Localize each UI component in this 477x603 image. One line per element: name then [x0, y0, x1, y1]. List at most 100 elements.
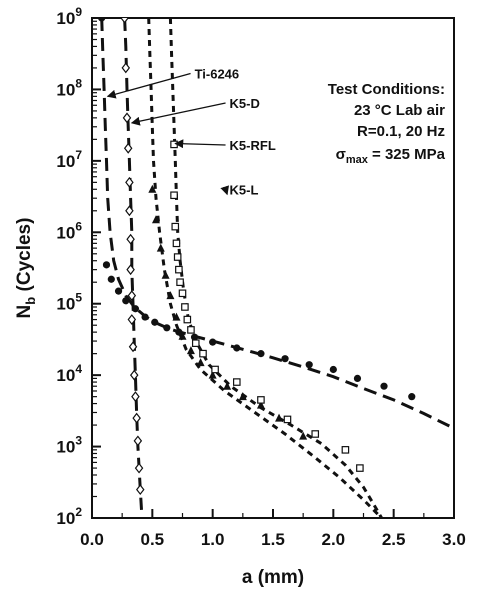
y-tick-label: 102	[56, 505, 82, 528]
point-k5-rfl	[186, 346, 195, 355]
y-tick-exponent: 5	[75, 291, 82, 305]
label-k5-d: K5-D	[230, 96, 260, 111]
curve-k5-rfl	[147, 18, 383, 518]
conditions-sigma-sub: max	[346, 154, 369, 166]
y-axis-title: Nb (Cycles)	[14, 218, 38, 319]
point-k5-l	[170, 140, 178, 149]
y-tick-mantissa: 10	[56, 295, 75, 314]
y-tick-label: 108	[56, 76, 82, 99]
x-axis-ticks: 0.0 0.5 1.0 1.5 2.0 2.5 3.0	[80, 509, 466, 549]
point-ti-6246	[98, 18, 106, 22]
point-k5-rfl	[196, 358, 205, 367]
point-ti-6246	[107, 275, 115, 283]
point-ti-6246	[329, 365, 337, 374]
point-k5-l	[311, 430, 320, 438]
conditions-sigma: σ	[336, 146, 346, 163]
y-tick-exponent: 4	[75, 362, 82, 376]
test-conditions-box: Test Conditions: 23 °C Lab air R=0.1, 20…	[328, 81, 446, 166]
series-annotations: Ti-6246 K5-D K5-RFL K5-L	[106, 67, 276, 197]
x-tick-label: 1.0	[201, 530, 225, 549]
conditions-title: Test Conditions:	[328, 81, 445, 98]
y-tick-exponent: 7	[75, 148, 82, 162]
arrow-k5-rfl	[174, 139, 226, 149]
y-tick-mantissa: 10	[56, 509, 75, 528]
x-tick-label: 1.5	[261, 530, 285, 549]
y-tick-mantissa: 10	[56, 80, 75, 99]
point-ti-6246	[175, 328, 183, 336]
y-tick-mantissa: 10	[56, 152, 75, 171]
point-k5-d	[131, 391, 140, 403]
y-tick-mantissa: 10	[56, 223, 75, 242]
point-ti-6246	[163, 324, 171, 332]
point-k5-d	[120, 18, 129, 24]
point-k5-rfl	[223, 381, 232, 390]
point-k5-l	[176, 278, 184, 287]
y-tick-exponent: 3	[75, 434, 82, 448]
curve-k5-l	[168, 18, 383, 518]
point-k5-d	[125, 205, 134, 217]
point-k5-d	[121, 62, 131, 74]
point-k5-d	[133, 435, 143, 447]
y-tick-exponent: 6	[75, 219, 82, 233]
point-k5-l	[356, 464, 364, 472]
point-ti-6246	[209, 338, 217, 346]
point-k5-rfl	[172, 312, 181, 321]
label-ti-6246: Ti-6246	[195, 67, 240, 82]
point-ti-6246	[102, 261, 111, 269]
curve-ti-6246	[100, 18, 454, 430]
y-tick-label: 109	[56, 5, 82, 28]
conditions-stress: = 325 MPa	[368, 146, 446, 163]
conditions-line-3: σmax = 325 MPa	[336, 146, 446, 166]
point-k5-l	[183, 315, 192, 324]
point-k5-rfl	[238, 392, 247, 401]
conditions-line-1: 23 °C Lab air	[354, 102, 445, 119]
point-k5-l	[178, 289, 187, 298]
point-k5-rfl	[256, 400, 265, 409]
y-tick-label: 103	[56, 434, 82, 457]
y-tick-label: 104	[56, 362, 82, 385]
arrow-ti-6246	[106, 72, 191, 99]
point-k5-l	[170, 191, 178, 200]
label-k5-l: K5-L	[230, 182, 259, 197]
point-k5-l	[181, 303, 189, 311]
point-k5-d	[123, 142, 133, 154]
point-k5-rfl	[208, 370, 217, 379]
arrow-k5-d	[130, 102, 226, 126]
y-tick-label: 106	[56, 219, 82, 242]
y-tick-mantissa: 10	[56, 366, 75, 385]
point-k5-rfl	[151, 215, 160, 224]
y-tick-label: 105	[56, 291, 82, 314]
y-tick-exponent: 8	[75, 76, 82, 90]
curve-k5-d	[123, 18, 143, 510]
point-k5-l	[171, 222, 180, 231]
label-k5-rfl: K5-RFL	[230, 138, 276, 153]
x-tick-label: 0.0	[80, 530, 104, 549]
x-tick-label: 0.5	[141, 530, 165, 549]
y-axis-title-rest: (Cycles)	[14, 218, 35, 297]
point-k5-d	[122, 112, 132, 124]
point-k5-l	[341, 446, 350, 454]
x-tick-label: 2.5	[382, 530, 406, 549]
point-k5-l	[173, 253, 182, 261]
point-ti-6246	[257, 350, 265, 358]
point-ti-6246	[353, 374, 362, 383]
point-k5-d	[127, 290, 137, 302]
point-k5-l	[175, 265, 183, 274]
point-k5-l	[191, 339, 200, 348]
point-ti-6246	[408, 393, 416, 401]
point-k5-rfl	[178, 331, 187, 340]
point-k5-rfl	[299, 431, 308, 440]
point-k5-d	[129, 369, 139, 381]
x-tick-label: 2.0	[322, 530, 346, 549]
point-ti-6246	[151, 318, 159, 326]
x-axis-title: a (mm)	[242, 567, 304, 588]
point-k5-l	[283, 415, 292, 424]
point-ti-6246	[190, 333, 199, 341]
point-k5-l	[187, 326, 195, 334]
point-k5-l	[257, 396, 265, 404]
y-tick-mantissa: 10	[56, 9, 75, 28]
point-k5-l	[211, 365, 219, 374]
point-ti-6246	[114, 287, 123, 295]
